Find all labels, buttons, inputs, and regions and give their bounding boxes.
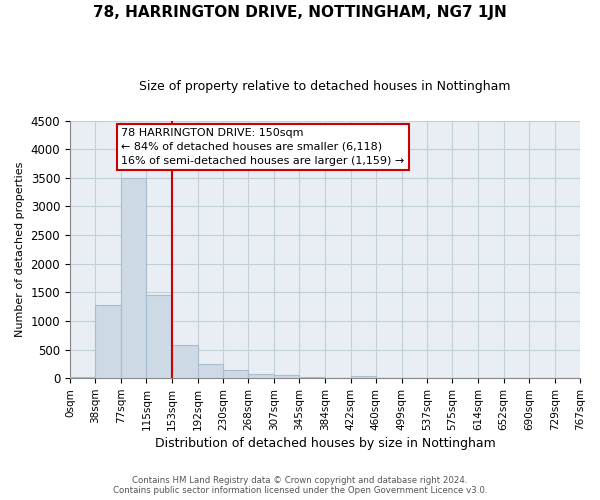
Bar (95, 305, 121, 378)
Bar (299, 377, 325, 378)
X-axis label: Distribution of detached houses by size in Nottingham: Distribution of detached houses by size … (155, 437, 496, 450)
Bar (146, 294, 172, 378)
Bar (172, 345, 197, 378)
Text: 78, HARRINGTON DRIVE, NOTTINGHAM, NG7 1JN: 78, HARRINGTON DRIVE, NOTTINGHAM, NG7 1J… (93, 5, 507, 20)
Bar (274, 376, 299, 378)
Bar (197, 364, 223, 378)
Bar (70, 377, 95, 378)
Bar (350, 376, 376, 378)
Bar (121, 178, 146, 378)
Title: Size of property relative to detached houses in Nottingham: Size of property relative to detached ho… (139, 80, 511, 93)
Text: Contains HM Land Registry data © Crown copyright and database right 2024.
Contai: Contains HM Land Registry data © Crown c… (113, 476, 487, 495)
Y-axis label: Number of detached properties: Number of detached properties (15, 162, 25, 337)
Bar (223, 370, 248, 378)
Bar (248, 374, 274, 378)
Text: 78 HARRINGTON DRIVE: 150sqm
← 84% of detached houses are smaller (6,118)
16% of : 78 HARRINGTON DRIVE: 150sqm ← 84% of det… (121, 128, 404, 166)
